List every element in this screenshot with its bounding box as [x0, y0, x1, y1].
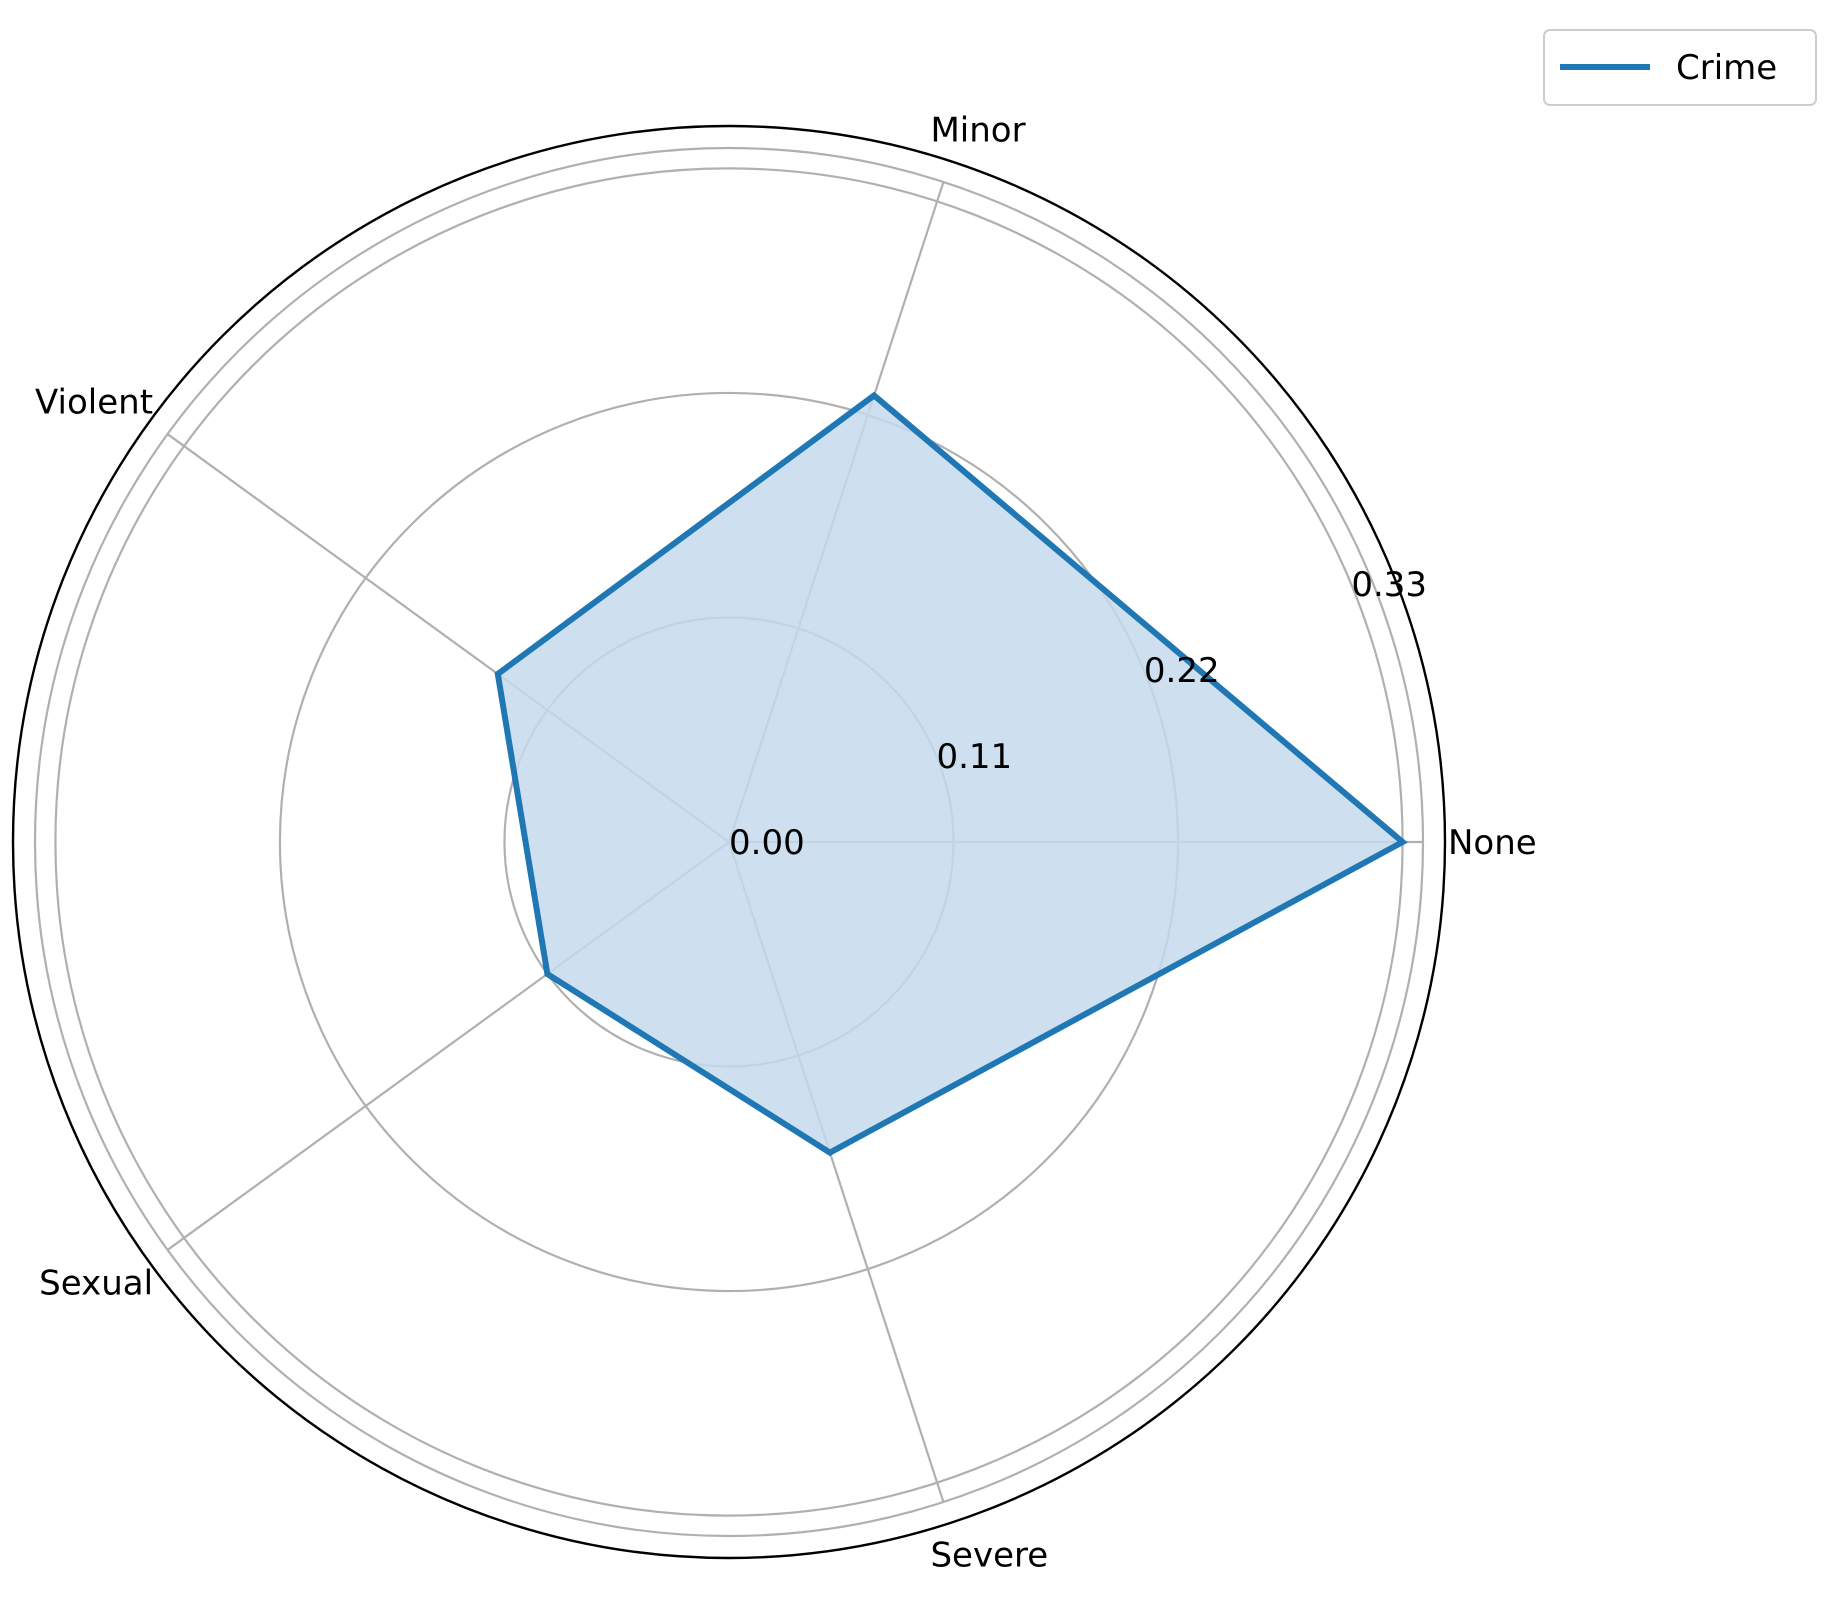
- radial-tick-label: 0.11: [936, 737, 1012, 777]
- legend-box: [1543, 29, 1817, 106]
- category-label-minor: Minor: [930, 111, 1025, 151]
- radial-tick-label: 0.33: [1351, 565, 1427, 605]
- legend-label-crime: Crime: [1676, 48, 1777, 88]
- category-label-sexual: Sexual: [39, 1263, 153, 1303]
- radial-tick-label: 0.00: [729, 823, 805, 863]
- category-label-violent: Violent: [35, 383, 153, 423]
- category-label-severe: Severe: [930, 1535, 1048, 1575]
- category-label-none: None: [1448, 823, 1537, 863]
- polar-frame: [11, 124, 1447, 1560]
- series-line-crime: [494, 391, 1408, 1157]
- radial-tick-label: 0.22: [1144, 651, 1220, 691]
